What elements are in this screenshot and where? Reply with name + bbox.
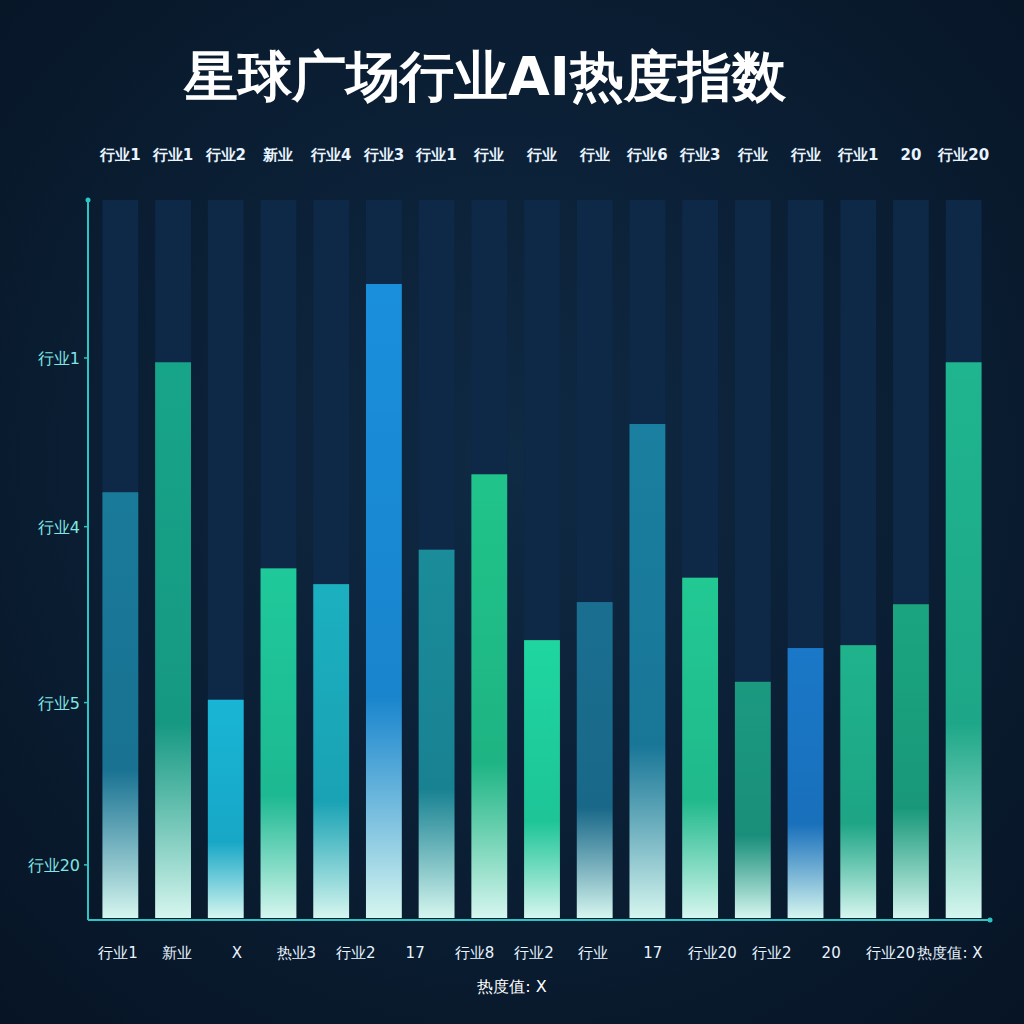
axis-end <box>988 918 993 923</box>
x-tick-label: 行业20 <box>937 146 989 164</box>
y-tick-label: 行业4 <box>38 518 80 537</box>
y-tick <box>84 702 88 704</box>
bar-track <box>577 200 613 918</box>
bar <box>893 604 929 918</box>
bar <box>419 550 455 918</box>
x-tick-label: 行业 <box>473 146 504 164</box>
bar <box>577 602 613 918</box>
bar <box>155 362 191 918</box>
x-tick-label: 行业2 <box>205 146 246 164</box>
axis-end <box>86 198 91 203</box>
annotation: 17 <box>406 944 425 962</box>
annotation: 行业8 <box>455 944 495 962</box>
annotation: 行业1 <box>98 944 138 962</box>
bar-track <box>366 200 402 918</box>
annotation: X <box>232 944 242 962</box>
bar-track <box>735 200 771 918</box>
bar-track <box>102 200 138 918</box>
annotation: 行业20 <box>688 944 737 962</box>
bar-track <box>682 200 718 918</box>
bar-track <box>524 200 560 918</box>
x-tick-label: 行业1 <box>837 146 878 164</box>
y-axis <box>87 200 89 920</box>
x-tick-label: 行业 <box>579 146 610 164</box>
bar <box>102 492 138 918</box>
annotation: 行业20 <box>866 944 915 962</box>
bar <box>471 474 507 918</box>
bars <box>102 284 981 918</box>
annotation: 17 <box>643 944 662 962</box>
bar-track <box>893 200 929 918</box>
bar-track <box>155 200 191 918</box>
bar-track <box>840 200 876 918</box>
x-tick-label: 20 <box>901 146 922 164</box>
bar <box>629 424 665 918</box>
y-tick <box>84 864 88 866</box>
annotation: 行业 <box>578 944 608 962</box>
x-tick-label: 行业4 <box>310 146 351 164</box>
x-tick-label: 行业6 <box>626 146 667 164</box>
annotation: 20 <box>822 944 841 962</box>
bar-track <box>629 200 665 918</box>
bar <box>788 648 824 918</box>
y-tick <box>84 357 88 359</box>
x-tick-label: 行业 <box>790 146 821 164</box>
bar <box>840 645 876 918</box>
bar <box>261 568 297 918</box>
bar <box>313 584 349 918</box>
bar <box>735 682 771 918</box>
x-tick-label: 行业 <box>526 146 557 164</box>
annotation: 行业2 <box>514 944 554 962</box>
annotation: 新业 <box>162 944 192 962</box>
background <box>0 0 1024 1024</box>
annotation: 行业2 <box>752 944 792 962</box>
x-tick-label: 行业3 <box>679 146 720 164</box>
bar <box>682 578 718 918</box>
bar <box>524 640 560 918</box>
x-axis <box>88 919 990 921</box>
bar <box>366 284 402 918</box>
annotation: 热度值: X <box>917 944 982 962</box>
x-tick-label: 行业3 <box>363 146 404 164</box>
x-tick-label: 行业 <box>737 146 768 164</box>
bar-track <box>208 200 244 918</box>
bar-track <box>419 200 455 918</box>
bar <box>946 362 982 918</box>
title: 星球广场行业AI热度指数 <box>183 45 787 108</box>
bar <box>208 700 244 918</box>
bar-track <box>788 200 824 918</box>
bar-track <box>261 200 297 918</box>
y-tick-label: 行业20 <box>28 856 80 875</box>
bar-track <box>313 200 349 918</box>
x-tick-label: 新业 <box>262 146 293 164</box>
chart: 星球广场行业AI热度指数行业20行业5行业4行业1行业1行业1行业2新业行业4行… <box>0 0 1024 1024</box>
bar-track <box>946 200 982 918</box>
x-tick-label: 行业1 <box>99 146 140 164</box>
x-axis-title: 热度值: X <box>477 977 546 996</box>
annotation: 行业2 <box>336 944 376 962</box>
x-tick-label: 行业1 <box>152 146 193 164</box>
bar-track <box>471 200 507 918</box>
y-tick-label: 行业1 <box>38 349 80 368</box>
annotation: 热业3 <box>277 944 317 962</box>
y-tick <box>84 526 88 528</box>
y-tick-label: 行业5 <box>38 694 80 713</box>
x-tick-label: 行业1 <box>415 146 456 164</box>
